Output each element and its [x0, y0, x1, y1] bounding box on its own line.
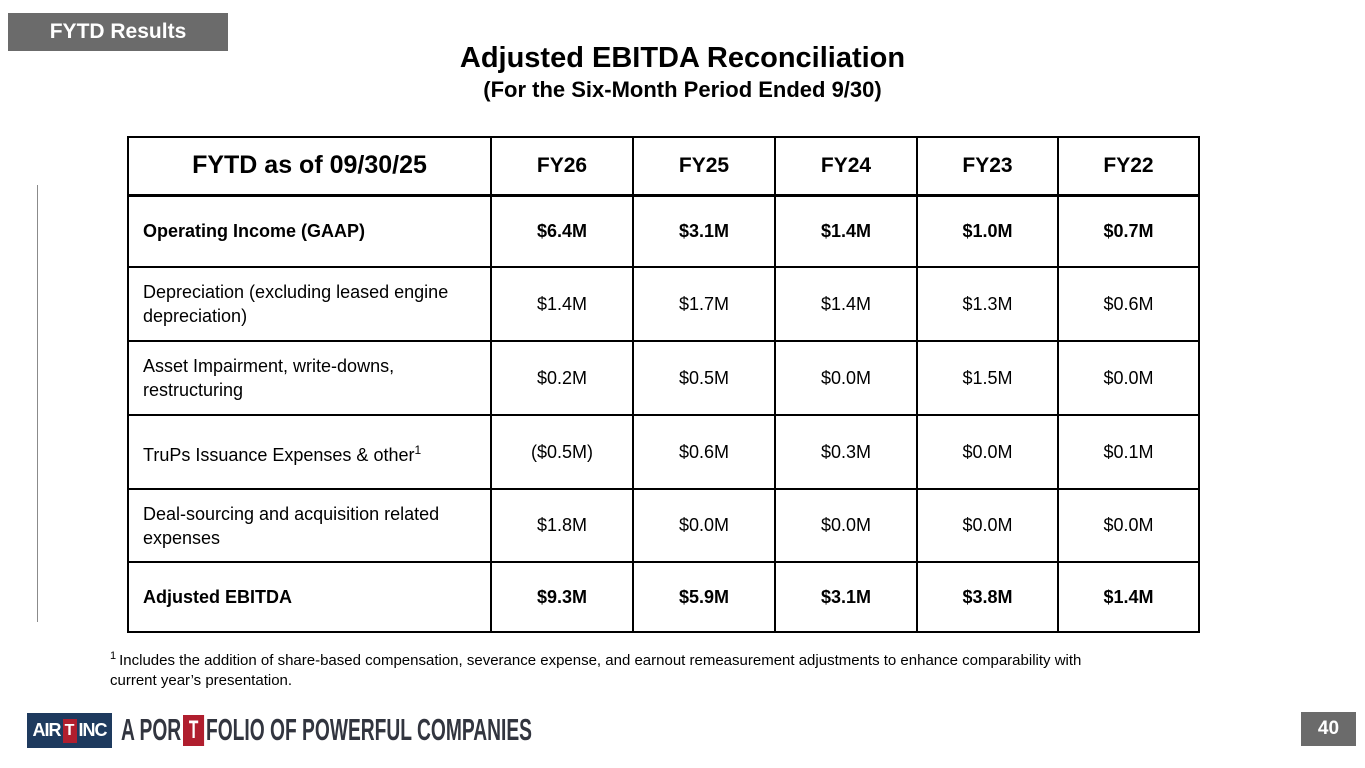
cell-value: $0.5M: [632, 340, 776, 416]
table-header-fy24: FY24: [774, 136, 918, 197]
row-label-depreciation: Depreciation (excluding leased engine de…: [127, 266, 492, 342]
footnote-text: Includes the addition of share-based com…: [110, 652, 1082, 689]
logo-red-t-icon: T: [62, 718, 77, 743]
cell-value: $0.6M: [1057, 266, 1200, 342]
page-title: Adjusted EBITDA Reconciliation: [459, 42, 906, 74]
cell-value: $0.2M: [490, 340, 634, 416]
row-label-trups-issuance: TruPs Issuance Expenses & other1: [127, 414, 492, 490]
tagline-text-pre: A POR: [121, 712, 182, 747]
table-header-fy25: FY25: [632, 136, 776, 197]
ebitda-reconciliation-table: FYTD as of 09/30/25 FY26 FY25 FY24 FY23 …: [127, 136, 1200, 633]
cell-value: $1.4M: [490, 266, 634, 342]
cell-value: $1.4M: [1057, 561, 1200, 633]
cell-value: $0.0M: [774, 340, 918, 416]
cell-value: $1.8M: [490, 488, 634, 563]
table-header-fy23: FY23: [916, 136, 1059, 197]
footer-tagline: A POR T FOLIO OF POWERFUL COMPANIES: [121, 711, 532, 749]
logo-text-air: AIR: [32, 720, 62, 740]
row-label-asset-impairment: Asset Impairment, write-downs, restructu…: [127, 340, 492, 416]
cell-value: $0.0M: [1057, 340, 1200, 416]
table-header-fytd: FYTD as of 09/30/25: [127, 136, 492, 197]
left-divider-line: [37, 185, 38, 622]
page-subtitle: (For the Six-Month Period Ended 9/30): [483, 77, 882, 102]
row-label-operating-income: Operating Income (GAAP): [127, 194, 492, 268]
cell-value: $1.5M: [916, 340, 1059, 416]
table-row: Depreciation (excluding leased engine de…: [127, 266, 1200, 342]
page-number-badge: 40: [1301, 712, 1356, 746]
footnote-marker: 1: [110, 650, 117, 662]
row-label-deal-sourcing: Deal-sourcing and acquisition related ex…: [127, 488, 492, 563]
cell-value: $1.0M: [916, 194, 1059, 268]
row-label-adjusted-ebitda: Adjusted EBITDA: [127, 561, 492, 633]
cell-value: $1.4M: [774, 266, 918, 342]
tagline-red-t-icon: T: [183, 714, 205, 746]
table-row: Deal-sourcing and acquisition related ex…: [127, 488, 1200, 563]
cell-value: $5.9M: [632, 561, 776, 633]
cell-value: $0.6M: [632, 414, 776, 490]
cell-value: $0.3M: [774, 414, 918, 490]
page-number: 40: [1317, 718, 1340, 739]
table-row: Adjusted EBITDA $9.3M $5.9M $3.1M $3.8M …: [127, 561, 1200, 633]
cell-value: $3.8M: [916, 561, 1059, 633]
tagline-text-post: FOLIO OF POWERFUL COMPANIES: [205, 712, 532, 747]
air-t-inc-logo: AIR T INC: [27, 713, 112, 748]
footnote-marker-superscript: 1: [414, 442, 422, 457]
table-row: Operating Income (GAAP) $6.4M $3.1M $1.4…: [127, 194, 1200, 268]
slide-tag-fytd-results: FYTD Results: [8, 13, 228, 51]
table-header-fy22: FY22: [1057, 136, 1200, 197]
cell-value: $0.7M: [1057, 194, 1200, 268]
title-block: Adjusted EBITDA Reconciliation (For the …: [0, 41, 1365, 103]
footnote: 1 Includes the addition of share-based co…: [110, 646, 1095, 691]
cell-value: ($0.5M): [490, 414, 634, 490]
table-header-row: FYTD as of 09/30/25 FY26 FY25 FY24 FY23 …: [127, 136, 1200, 197]
cell-value: $1.7M: [632, 266, 776, 342]
cell-value: $0.0M: [916, 414, 1059, 490]
table-row: Asset Impairment, write-downs, restructu…: [127, 340, 1200, 416]
cell-value: $1.4M: [774, 194, 918, 268]
cell-value: $6.4M: [490, 194, 634, 268]
cell-value: $0.0M: [632, 488, 776, 563]
table-header-fy26: FY26: [490, 136, 634, 197]
slide-tag-label: FYTD Results: [49, 20, 187, 43]
cell-value: $3.1M: [774, 561, 918, 633]
cell-value: $0.0M: [774, 488, 918, 563]
cell-value: $0.0M: [1057, 488, 1200, 563]
cell-value: $9.3M: [490, 561, 634, 633]
row-label-text: TruPs Issuance Expenses & other: [143, 444, 415, 465]
cell-value: $1.3M: [916, 266, 1059, 342]
table-row: TruPs Issuance Expenses & other1 ($0.5M)…: [127, 414, 1200, 490]
cell-value: $0.0M: [916, 488, 1059, 563]
cell-value: $3.1M: [632, 194, 776, 268]
logo-text-inc: INC: [78, 720, 108, 740]
cell-value: $0.1M: [1057, 414, 1200, 490]
